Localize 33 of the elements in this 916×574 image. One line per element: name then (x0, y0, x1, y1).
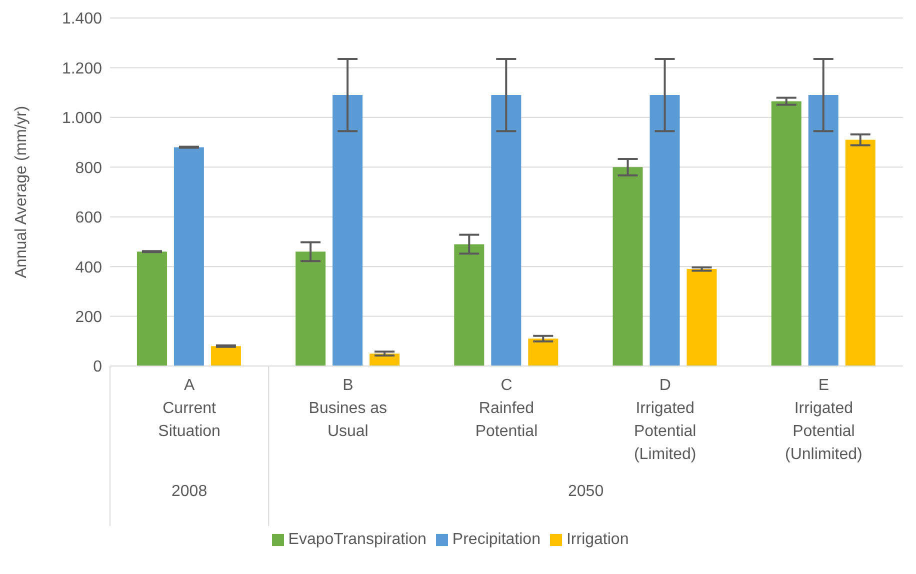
y-tick-label: 1.200 (62, 60, 102, 78)
bar (686, 269, 717, 366)
bar (136, 252, 167, 366)
bar (454, 244, 484, 366)
bar (296, 252, 326, 366)
x-tick-label: D Irrigated Potential (Limited) (634, 377, 696, 463)
x-tick-label: A Current Situation (158, 377, 220, 440)
bar (845, 140, 876, 366)
bar (808, 95, 838, 366)
bar (491, 95, 522, 366)
bar (210, 346, 241, 366)
y-axis-title: Annual Average (mm/yr) (13, 106, 30, 278)
bar (771, 101, 802, 366)
text: 2008 (172, 483, 208, 500)
legend-label: EvapoTranspiration (288, 531, 426, 548)
y-tick-label: 1.000 (62, 110, 102, 128)
x-tick-label: C Rainfed Potential (475, 377, 538, 440)
y-tick-label: 0 (93, 358, 102, 376)
bar (174, 147, 204, 366)
legend-label: Precipitation (452, 531, 540, 548)
bar (650, 95, 680, 366)
y-tick-label: 400 (75, 259, 102, 276)
bar (612, 167, 643, 366)
bar (332, 95, 363, 366)
x-tick-label: B Busines as Usual (308, 377, 388, 440)
legend-label: Irrigation (566, 531, 629, 548)
y-tick-label: 600 (75, 210, 102, 227)
y-tick-label: 200 (75, 308, 102, 326)
y-tick-label: 1.400 (62, 10, 102, 28)
y-tick-label: 800 (75, 160, 102, 177)
x-tick-label: E Irrigated Potential (Unlimited) (785, 377, 862, 463)
text: 2050 (568, 483, 604, 500)
bar (528, 338, 558, 366)
